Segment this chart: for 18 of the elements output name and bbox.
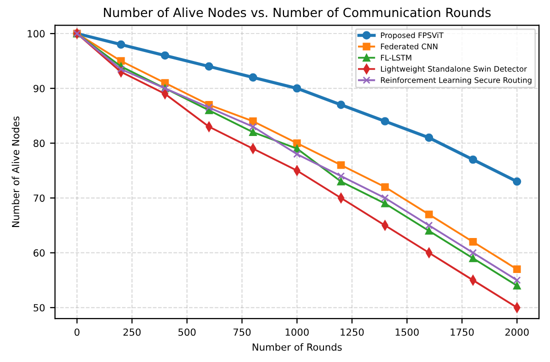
- y-tick-label: 70: [34, 194, 45, 202]
- y-axis-title: Number of Alive Nodes: [12, 116, 20, 227]
- chart-title: Number of Alive Nodes vs. Number of Communication Rounds: [104, 8, 491, 18]
- x-tick-label: 0: [74, 328, 80, 336]
- x-tick-label: 1750: [450, 328, 474, 336]
- y-tick-label: 60: [34, 249, 45, 257]
- y-tick-label: 100: [28, 30, 45, 38]
- x-tick-label: 250: [123, 328, 141, 336]
- x-tick-label: 1500: [396, 328, 419, 336]
- x-tick-label: 2000: [505, 328, 529, 336]
- y-tick-label: 80: [34, 140, 45, 148]
- y-tick-label: 90: [34, 84, 45, 92]
- x-tick-label: 1250: [340, 328, 364, 336]
- x-tick-label: 500: [178, 328, 196, 336]
- x-tick-label: 750: [234, 328, 251, 336]
- y-tick-label: 50: [34, 304, 45, 312]
- x-tick-label: 1000: [286, 328, 309, 336]
- x-axis-title: Number of Rounds: [252, 343, 342, 351]
